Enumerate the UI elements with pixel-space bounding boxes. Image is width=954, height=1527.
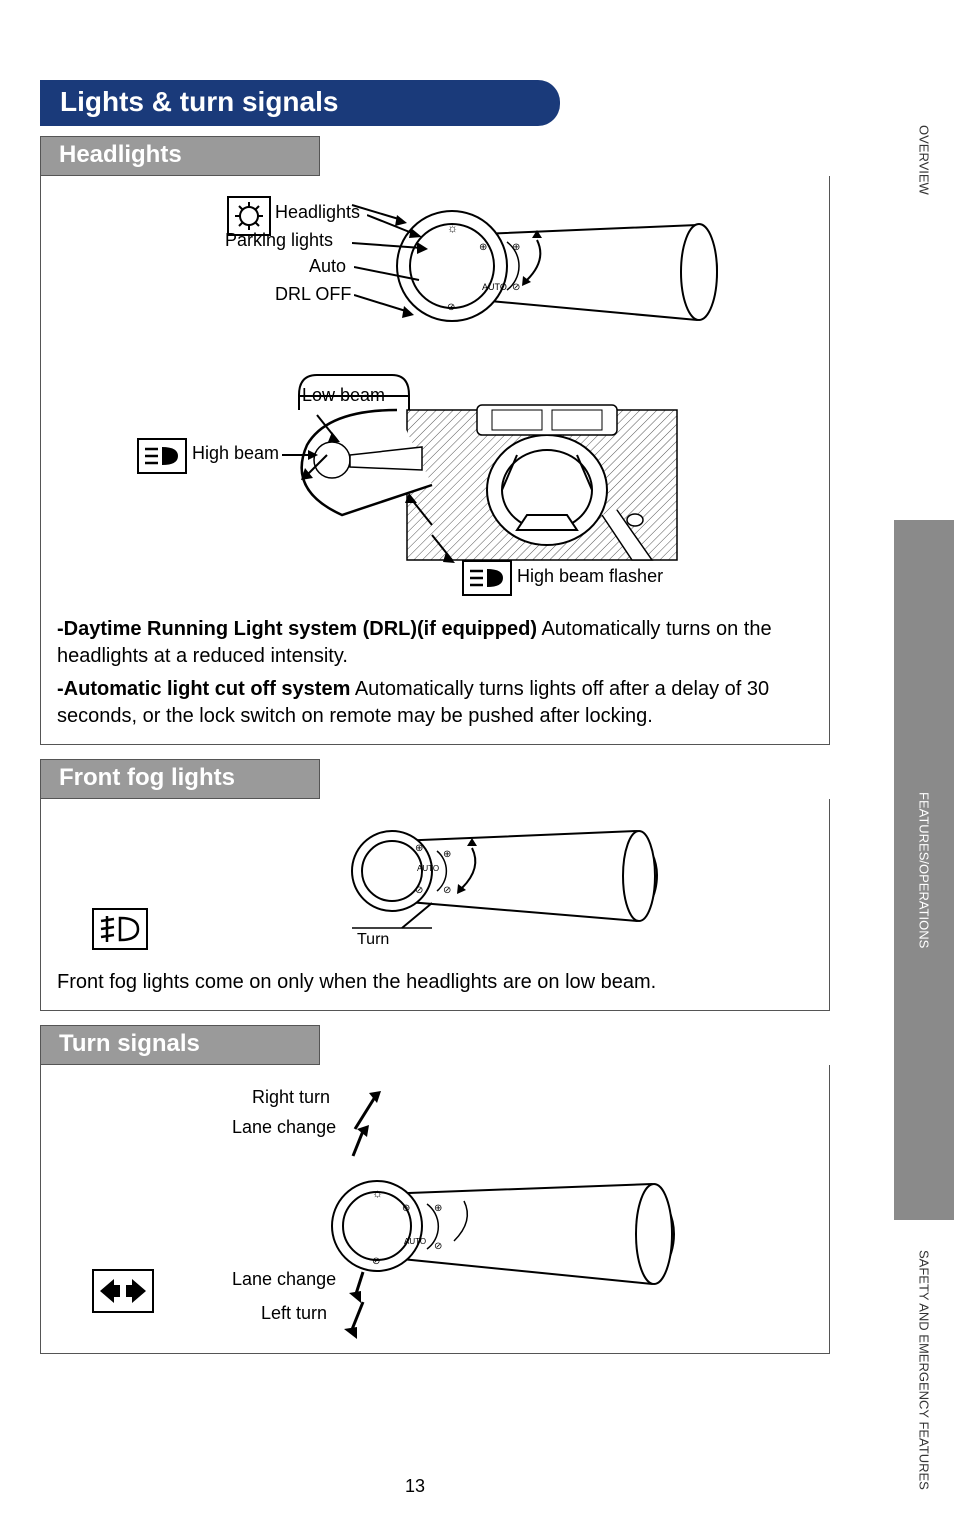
page-number: 13 — [0, 1476, 830, 1497]
headlights-section: Headlights ☼ — [40, 136, 830, 745]
arrow-headlights — [367, 210, 427, 240]
high-beam-flasher-icon — [462, 560, 512, 596]
tab-overview: OVERVIEW — [894, 110, 954, 210]
label-high-beam: High beam — [192, 443, 279, 464]
arrow-lane-up — [345, 1121, 375, 1161]
arrow-drl — [354, 290, 424, 320]
svg-text:⊕: ⊕ — [402, 1203, 410, 1214]
svg-text:⊕: ⊕ — [415, 843, 423, 854]
fog-diagram: ⊕ AUTO ⊘ ⊕ ⊘ Turn — [57, 813, 813, 963]
fog-note: Front fog lights come on only when the h… — [57, 969, 813, 996]
svg-text:⊘: ⊘ — [512, 282, 520, 293]
tab-features: FEATURES/OPERATIONS — [894, 520, 954, 1220]
dial-off-icon: ⊘ — [447, 302, 455, 313]
side-tabs: OVERVIEW FEATURES/OPERATIONS SAFETY AND … — [864, 0, 954, 1527]
fog-light-icon — [92, 908, 148, 950]
svg-text:AUTO: AUTO — [404, 1237, 426, 1246]
arrow-highbeam — [282, 448, 322, 463]
tab-safety: SAFETY AND EMERGENCY FEATURES — [894, 1230, 954, 1510]
fog-heading: Front fog lights — [40, 759, 320, 799]
page-content: Lights & turn signals Headlights — [40, 0, 830, 1354]
label-left-turn: Left turn — [261, 1303, 327, 1324]
headlights-heading: Headlights — [40, 136, 320, 176]
label-right-turn: Right turn — [252, 1087, 330, 1108]
svg-text:⊘: ⊘ — [415, 885, 423, 896]
dial-parking-icon: ⊕ — [479, 242, 487, 253]
turn-diagram: ☼ ⊕ AUTO ⊘ ⊕ ⊘ Right turn Lane change — [57, 1079, 813, 1339]
dial-headlight-icon: ☼ — [447, 221, 458, 235]
label-lane-change-up: Lane change — [232, 1117, 336, 1138]
headlights-note-1: -Daytime Running Light system (DRL)(if e… — [57, 616, 813, 670]
svg-text:AUTO: AUTO — [417, 864, 439, 873]
arrow-left-turn — [341, 1297, 376, 1342]
main-heading: Lights & turn signals — [40, 80, 560, 126]
label-high-beam-flasher: High beam flasher — [517, 566, 663, 587]
headlights-diagram: ☼ ⊕ AUTO ⊘ ⊕ ⊘ — [57, 190, 813, 610]
turn-signal-icon — [92, 1269, 154, 1313]
label-headlights: Headlights — [275, 202, 360, 223]
svg-text:⊕: ⊕ — [512, 242, 520, 253]
turn-signals-section: Turn signals ☼ ⊕ AUTO — [40, 1025, 830, 1354]
turn-signals-box: ☼ ⊕ AUTO ⊘ ⊕ ⊘ Right turn Lane change — [40, 1065, 830, 1354]
label-drl-off: DRL OFF — [275, 284, 351, 305]
fog-box: ⊕ AUTO ⊘ ⊕ ⊘ Turn Front fog lig — [40, 799, 830, 1011]
label-lane-change-down: Lane change — [232, 1269, 336, 1290]
svg-text:☼: ☼ — [372, 1186, 383, 1200]
note2-bold: -Automatic light cut off system — [57, 678, 350, 700]
high-beam-icon — [137, 438, 187, 474]
svg-text:⊘: ⊘ — [372, 1256, 380, 1267]
fog-turn-label: Turn — [357, 931, 389, 949]
headlights-note-2: -Automatic light cut off system Automati… — [57, 676, 813, 730]
svg-text:⊘: ⊘ — [434, 1241, 442, 1252]
arrow-auto — [354, 262, 434, 287]
turn-signals-heading: Turn signals — [40, 1025, 320, 1065]
lowbeam-box — [297, 370, 417, 415]
tab-features-label: FEATURES/OPERATIONS — [917, 792, 932, 948]
svg-text:⊘: ⊘ — [443, 885, 451, 896]
dial-auto-text: AUTO — [482, 282, 507, 292]
headlights-box: ☼ ⊕ AUTO ⊘ ⊕ ⊘ — [40, 176, 830, 745]
note1-bold: -Daytime Running Light system (DRL)(if e… — [57, 618, 537, 640]
svg-text:⊕: ⊕ — [434, 1203, 442, 1214]
label-auto: Auto — [309, 256, 346, 277]
arrow-parking — [352, 238, 432, 258]
svg-text:⊕: ⊕ — [443, 849, 451, 860]
label-parking: Parking lights — [225, 230, 333, 251]
fog-section: Front fog lights — [40, 759, 830, 1011]
